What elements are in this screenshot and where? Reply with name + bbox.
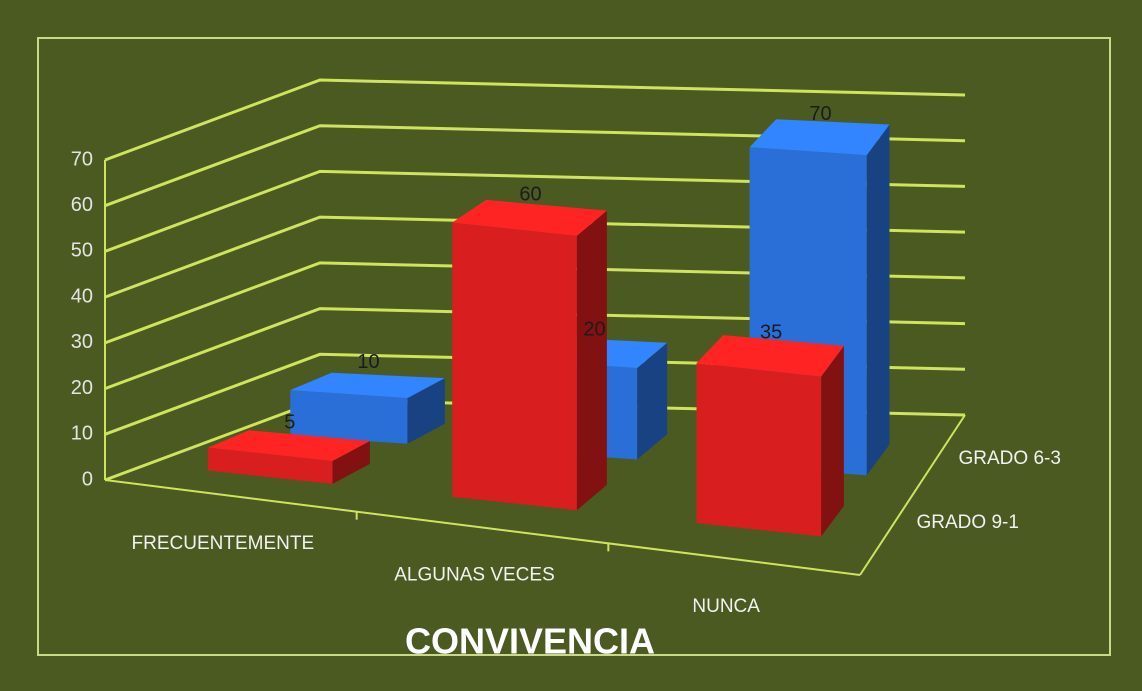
legend-label: GRADO 6-3	[959, 448, 1061, 469]
grid-line	[104, 78, 966, 162]
bar	[290, 372, 445, 444]
bar-top	[452, 199, 607, 236]
y-tick-label: 10	[71, 423, 93, 445]
y-tick-label: 70	[71, 148, 93, 170]
y-tick-label: 30	[71, 331, 93, 353]
bar-top	[290, 372, 445, 399]
bar-front	[696, 363, 822, 537]
chart-title: CONVIVENCIA	[405, 621, 655, 662]
y-tick-label: 20	[71, 377, 93, 399]
axis-line	[104, 479, 861, 576]
legend-label: GRADO 9-1	[917, 512, 1019, 533]
bar	[696, 335, 844, 537]
bar	[207, 430, 370, 484]
x-tick-label: ALGUNAS VECES	[394, 565, 555, 586]
bar-side	[332, 441, 370, 484]
grid-line	[104, 124, 966, 208]
value-label: 35	[760, 321, 782, 343]
y-tick-label: 50	[71, 240, 93, 262]
bar-side	[821, 345, 844, 537]
bar-side	[576, 210, 607, 511]
bar-top	[696, 335, 844, 377]
bar-side	[866, 124, 890, 476]
x-tick-label: FRECUENTEMENTE	[132, 533, 315, 554]
axis-line	[859, 414, 966, 576]
bar-side	[407, 378, 445, 444]
bars	[207, 119, 890, 537]
labels: 0 10 20 30 40 50 60 70 10 20 70 GRADO 6-3 5 60 35 GRADO…	[71, 103, 1061, 617]
bar-front	[207, 447, 333, 484]
value-label: 60	[519, 183, 541, 205]
bar-side	[637, 342, 668, 460]
value-label: 20	[583, 318, 605, 340]
bar-front	[452, 222, 577, 511]
x-tick-label: NUNCA	[692, 596, 760, 617]
value-label: 5	[284, 411, 295, 433]
bar	[452, 199, 607, 511]
y-tick-label: 0	[82, 468, 93, 490]
value-label: 70	[809, 103, 831, 125]
y-tick-label: 40	[71, 285, 93, 307]
bar-top	[207, 430, 370, 461]
bar-front	[290, 390, 408, 444]
value-label: 10	[357, 351, 379, 373]
plot-border	[37, 37, 1111, 656]
y-tick-label: 60	[71, 194, 93, 216]
bar-top	[749, 119, 890, 156]
